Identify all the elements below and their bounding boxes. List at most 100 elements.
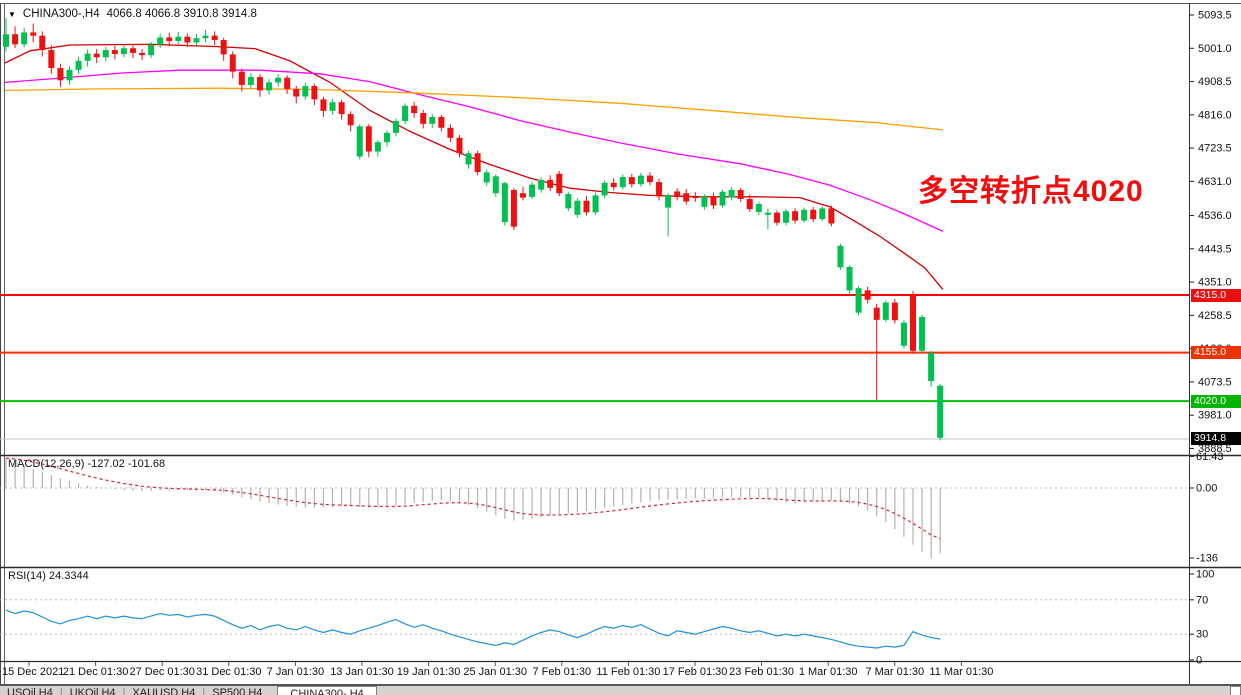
- candle-body: [39, 35, 46, 51]
- macd-axis-label: 61.43: [1196, 451, 1224, 463]
- rsi-axis-label: 0: [1196, 655, 1202, 667]
- chart-tab-xauusd-h4[interactable]: XAUUSD,H4: [132, 687, 196, 695]
- time-axis-label: 11 Mar 01:30: [929, 666, 993, 678]
- candle-body: [837, 245, 844, 268]
- chart-tab-bar: USOil,H4 | UKOil,H4 | XAUUSD,H4 | SP500,H4 CHIN…: [0, 685, 1241, 695]
- candle-body: [429, 116, 436, 124]
- candle-body: [66, 69, 73, 81]
- candle-body: [519, 193, 526, 198]
- macd-histogram: [5, 458, 941, 558]
- time-axis-label: 7 Mar 01:30: [865, 666, 924, 678]
- candle-body: [701, 196, 708, 207]
- candle-body: [411, 105, 418, 114]
- partial-tab[interactable]: [1230, 686, 1241, 695]
- chart-tab-ukoil-h4[interactable]: UKOil,H4: [69, 687, 116, 695]
- rsi-line: [5, 609, 941, 649]
- candle-body: [347, 114, 354, 126]
- price-axis-label: 3888.5: [1198, 443, 1232, 455]
- candle-body: [583, 200, 590, 213]
- candle-body: [402, 105, 409, 121]
- chart-tab-china300--h4[interactable]: CHINA300-,H4: [277, 686, 377, 695]
- macd-signal-line: [5, 457, 941, 540]
- candle-body: [937, 385, 944, 438]
- candle-body: [547, 179, 554, 188]
- candle-body: [492, 176, 499, 194]
- time-axis-label: 11 Feb 01:30: [596, 666, 660, 678]
- candle-body: [30, 32, 37, 36]
- candle-body: [438, 116, 445, 128]
- candle-body: [646, 175, 653, 183]
- chart-tab-usoil-h4[interactable]: USOil,H4: [7, 687, 53, 695]
- turning-point-annotation: 多空转折点4020: [918, 175, 1144, 208]
- symbol-label: CHINA300-,H4: [22, 8, 100, 20]
- candle-body: [556, 173, 563, 194]
- rsi-indicator-label: RSI(14) 24.3344: [8, 570, 89, 582]
- candle-body: [374, 142, 381, 152]
- candle-body: [75, 60, 82, 70]
- candle-body: [93, 53, 100, 58]
- candle-body: [610, 182, 617, 188]
- price-axis-label: 4073.5: [1198, 376, 1232, 388]
- tab-separator: |: [122, 687, 126, 695]
- candle-body: [220, 40, 227, 55]
- price-level-badge-4020: 4020.0: [1191, 394, 1241, 408]
- price-axis-label: 4443.5: [1198, 243, 1232, 255]
- candle-body: [737, 190, 744, 199]
- price-axis-label: 4723.5: [1198, 143, 1232, 155]
- candle-body: [57, 68, 64, 81]
- price-axis-label: 4908.5: [1198, 76, 1232, 88]
- candle-body: [393, 120, 400, 133]
- candle-body: [674, 191, 681, 198]
- candle-body: [873, 307, 880, 320]
- candle-body: [256, 77, 263, 91]
- macd-axis-label: -136: [1196, 552, 1218, 564]
- candle-body: [882, 302, 889, 320]
- price-axis-label: 3981.0: [1198, 410, 1232, 422]
- price-axis[interactable]: [1190, 0, 1241, 684]
- tab-separator: |: [202, 687, 206, 695]
- time-axis[interactable]: [0, 662, 1241, 684]
- rsi-axis-label: 100: [1196, 569, 1214, 581]
- candle-body: [120, 48, 127, 55]
- candle-body: [801, 209, 808, 221]
- candle-body: [728, 190, 735, 198]
- time-axis-label: 23 Feb 01:30: [729, 666, 794, 678]
- candle-body: [910, 294, 916, 351]
- candle-body: [48, 50, 55, 69]
- price-axis-label: 5001.0: [1198, 43, 1232, 55]
- candle-body: [474, 153, 481, 173]
- time-axis-label: 19 Jan 01:30: [397, 666, 461, 678]
- price-axis-label: 4351.0: [1198, 277, 1232, 289]
- time-axis-label: 7 Feb 01:30: [532, 666, 591, 678]
- candle-body: [420, 113, 427, 124]
- candle-body: [184, 36, 191, 43]
- candle-body: [293, 88, 300, 97]
- candle-body: [510, 190, 517, 227]
- candle-body: [3, 34, 9, 47]
- rsi-axis-label: 30: [1196, 629, 1208, 641]
- candle-body: [574, 200, 581, 215]
- time-axis-label: 31 Dec 01:30: [196, 666, 261, 678]
- candle-body: [157, 37, 164, 45]
- candle-body: [465, 153, 472, 165]
- time-axis-label: 13 Jan 01:30: [330, 666, 394, 678]
- candle-body: [238, 71, 245, 85]
- candle-body: [810, 209, 817, 220]
- candle-body: [193, 38, 200, 43]
- price-axis-label: 4631.0: [1198, 176, 1232, 188]
- candle-body: [601, 182, 608, 196]
- price-axis-label: 4536.0: [1198, 210, 1232, 222]
- symbol-dropdown-icon[interactable]: ▼: [8, 9, 16, 19]
- chart-tab-sp500-h4[interactable]: SP500,H4: [212, 687, 263, 695]
- candle-body: [111, 50, 118, 55]
- current-price-badge: 3914.8: [1191, 432, 1241, 446]
- price-level-badge-4315: 4315.0: [1191, 288, 1241, 302]
- candle-body: [565, 193, 572, 209]
- candle-body: [746, 198, 753, 210]
- price-axis-label: 5093.5: [1198, 10, 1232, 22]
- candle-body: [166, 37, 173, 42]
- candle-body: [665, 195, 672, 208]
